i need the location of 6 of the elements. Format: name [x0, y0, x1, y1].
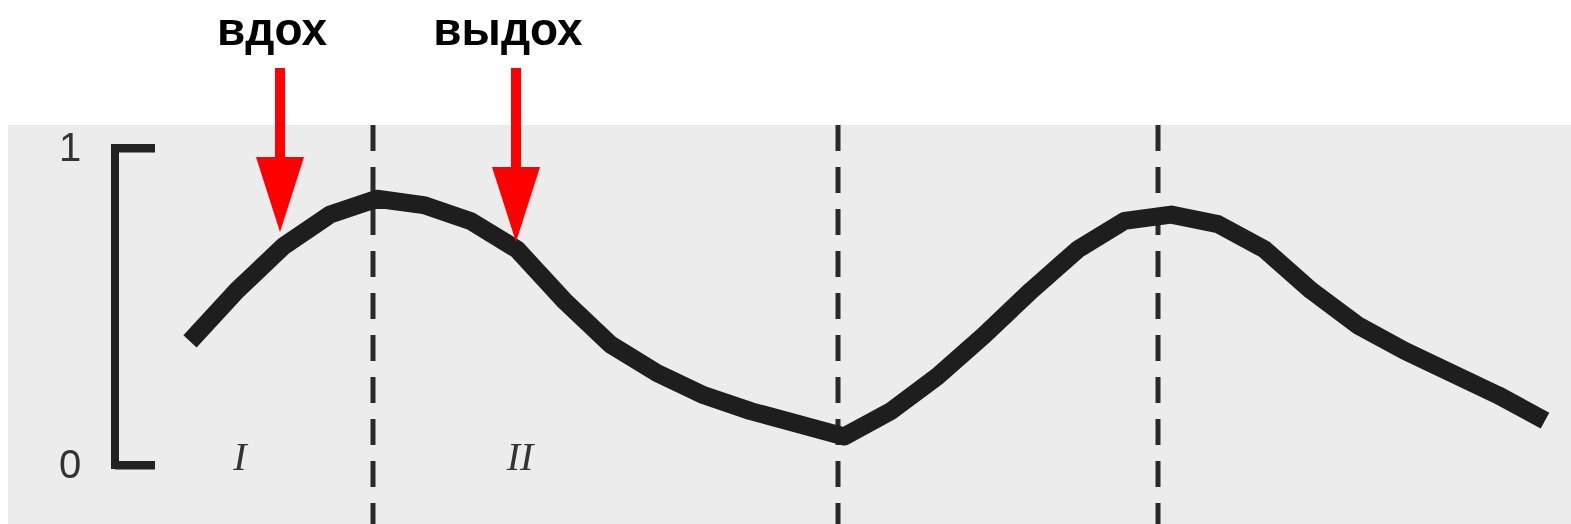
text: выдох [433, 3, 584, 55]
annotation: II [505, 434, 535, 479]
text: вдох [216, 3, 328, 55]
annotation: I [232, 434, 249, 479]
y-tick-label: 1 [58, 125, 82, 170]
y-tick-label: 0 [58, 442, 82, 487]
